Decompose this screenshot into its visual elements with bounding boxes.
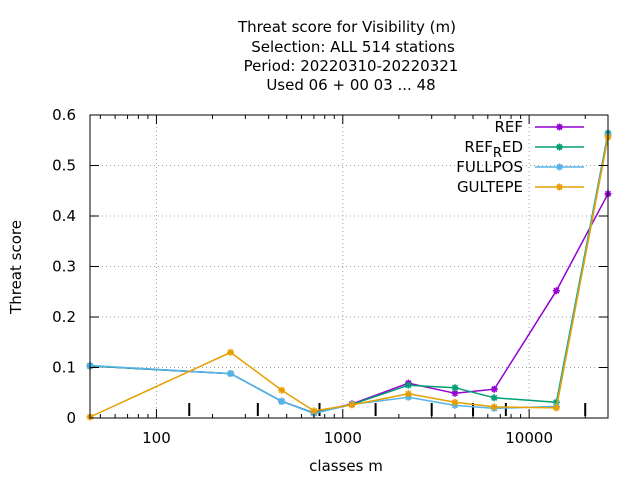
title-line-3: Period: 20220310-20220321: [244, 57, 459, 75]
y-tick-label: 0.4: [52, 207, 76, 225]
title-line-1: Threat score for Visibility (m): [237, 18, 456, 36]
legend-item: FULLPOS: [456, 158, 584, 176]
data-point: [404, 390, 412, 398]
chart-title: Threat score for Visibility (m) Selectio…: [237, 18, 458, 94]
series-line: [89, 135, 609, 415]
y-axis-label: Threat score: [7, 220, 25, 315]
data-point: [310, 407, 318, 415]
data-point: [278, 386, 286, 394]
series-ref-red: [86, 129, 612, 417]
x-axis: 100 1000 10000: [99, 115, 586, 447]
series-gultepe: [86, 133, 612, 421]
series-line: [89, 137, 609, 418]
y-tick-label: 0.5: [52, 157, 76, 175]
y-tick-label: 0.3: [52, 258, 76, 276]
legend-marker: [556, 123, 563, 131]
data-point: [404, 381, 412, 389]
series-line: [89, 133, 609, 414]
legend-marker: [556, 183, 563, 191]
legend-label: REFRED: [464, 138, 523, 161]
y-tick-label: 0.6: [52, 106, 76, 124]
data-point: [404, 393, 412, 401]
data-point: [227, 348, 235, 356]
x-tick-label: 10000: [505, 429, 553, 447]
legend-item: REFRED: [464, 138, 584, 161]
data-point: [451, 398, 459, 406]
data-point: [490, 403, 498, 411]
x-tick-label: 100: [142, 429, 171, 447]
data-point: [552, 398, 560, 406]
legend-item: GULTEPE: [457, 178, 584, 196]
title-line-2: Selection: ALL 514 stations: [251, 38, 455, 56]
series-fullpos: [86, 131, 612, 417]
legend-label: GULTEPE: [457, 178, 523, 196]
legend-label: FULLPOS: [456, 158, 523, 176]
legend-item: REF: [494, 118, 584, 136]
y-tick-label: 0.2: [52, 308, 76, 326]
x-axis-label: classes m: [309, 457, 383, 475]
series-layer: [86, 129, 612, 421]
legend-label: REF: [494, 118, 523, 136]
data-point: [490, 394, 498, 402]
grid-lines: [90, 115, 608, 418]
data-point: [451, 384, 459, 392]
data-point: [278, 397, 286, 405]
y-axis: 0 0.1 0.2 0.3 0.4 0.5 0.6: [52, 106, 608, 427]
y-tick-label: 0.1: [52, 359, 76, 377]
legend-marker: [556, 143, 563, 151]
data-point: [227, 370, 235, 378]
data-point: [451, 389, 459, 397]
data-point: [490, 385, 498, 393]
data-point: [552, 287, 560, 295]
y-tick-label: 0: [66, 409, 76, 427]
x-tick-label: 1000: [324, 429, 362, 447]
class-marks: [188, 403, 587, 416]
data-point: [348, 401, 356, 409]
data-point: [552, 404, 560, 412]
series-line: [89, 193, 609, 414]
legend-marker: [556, 163, 563, 171]
title-line-4: Used 06 + 00 03 ... 48: [266, 76, 435, 94]
